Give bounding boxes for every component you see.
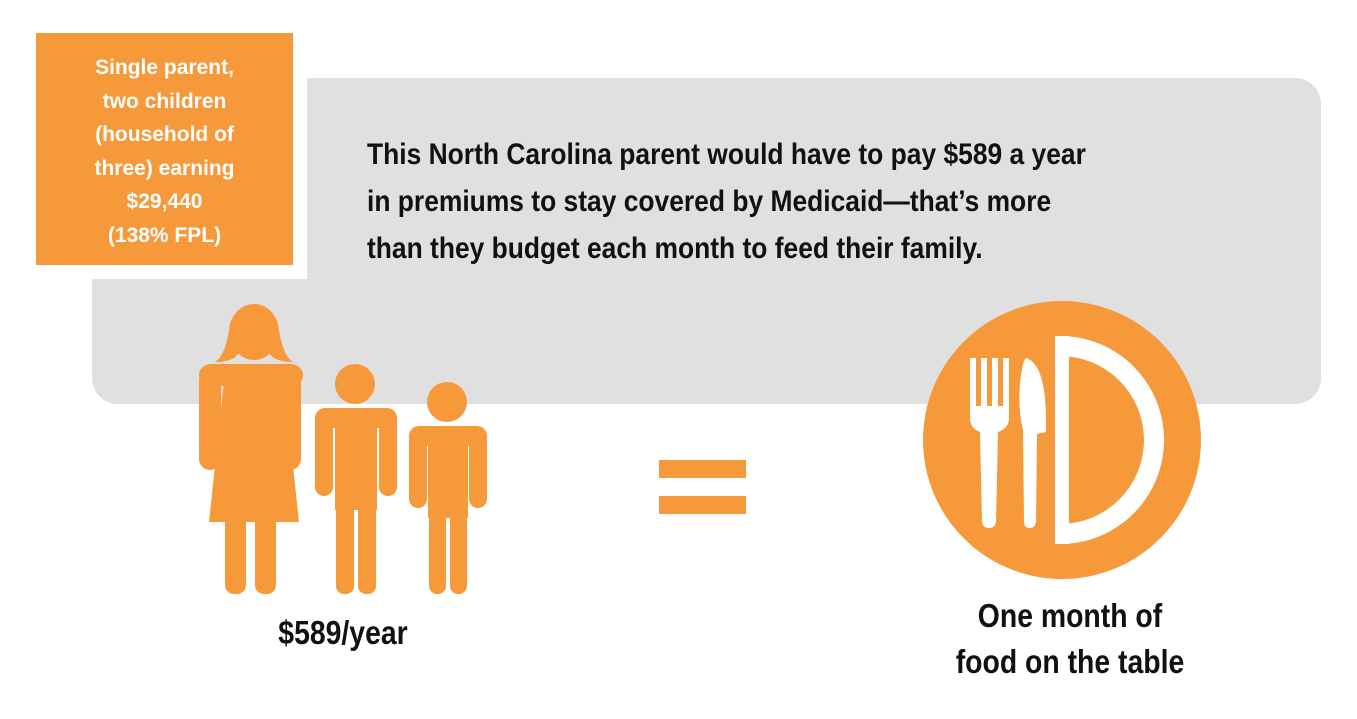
badge-line: $29,440 [126,190,203,213]
badge-line: Single parent, [95,56,234,79]
food-caption-line: food on the table [955,643,1185,680]
plate-fork-knife-icon [923,301,1201,579]
household-badge: Single parent, two children (household o… [36,33,307,279]
premium-caption: $589/year [278,614,408,651]
badge-line: (household of [95,123,234,146]
badge-line: three) earning [94,156,235,180]
food-caption-line: One month of [977,597,1163,634]
badge-line: (138% FPL) [107,223,222,247]
headline-text: This North Carolina parent would have to… [367,131,1159,272]
equals-sign-top-bar [659,460,746,478]
food-caption: One month of food on the table [950,593,1191,685]
badge-line: two children [102,89,227,113]
headline-line: This North Carolina parent would have to… [367,138,1086,171]
headline-line: in premiums to stay covered by Medicaid—… [367,185,1052,218]
family-icon [199,304,487,594]
headline-line: than they budget each month to feed thei… [367,232,983,265]
equals-sign-bottom-bar [659,496,746,514]
household-badge-box: Single parent, two children (household o… [36,33,293,265]
